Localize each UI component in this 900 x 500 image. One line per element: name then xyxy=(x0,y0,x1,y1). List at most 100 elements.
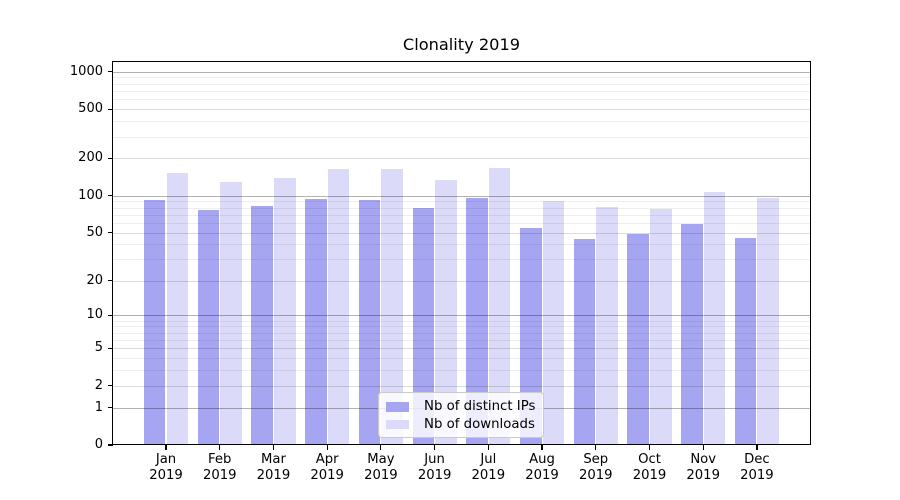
x-tick-year: 2019 xyxy=(525,467,559,483)
bar-downloads xyxy=(649,208,672,444)
x-tick-year: 2019 xyxy=(740,467,774,483)
y-tick-mark xyxy=(108,157,113,160)
x-tick-month: Jun xyxy=(424,452,445,467)
y-tick-label: 100 xyxy=(78,187,103,203)
x-tick-month: Mar xyxy=(260,452,286,467)
y-tick-mark xyxy=(108,279,113,282)
gridline-minor xyxy=(113,214,810,216)
gridline-labeled xyxy=(113,385,810,387)
bar-downloads xyxy=(273,177,296,444)
gridline-minor xyxy=(113,201,810,203)
y-tick-mark xyxy=(108,108,113,110)
bar-distinct-ips xyxy=(143,199,166,444)
chart-title: Clonality 2019 xyxy=(402,35,521,54)
gridline-minor xyxy=(113,207,810,209)
x-tick-year: 2019 xyxy=(310,467,344,483)
x-tick-label: Jun 2019 xyxy=(403,452,467,483)
gridline-minor xyxy=(113,244,810,246)
bar-distinct-ips xyxy=(734,238,757,444)
bar-downloads xyxy=(703,192,726,444)
gridline-major xyxy=(113,195,810,197)
gridline-minor xyxy=(113,370,810,372)
bar-distinct-ips xyxy=(251,206,273,444)
bar-distinct-ips xyxy=(466,197,488,444)
y-tick-label: 10 xyxy=(86,307,103,323)
x-tick-year: 2019 xyxy=(632,467,667,483)
x-tick-year: 2019 xyxy=(471,467,506,483)
y-tick-mark xyxy=(108,385,113,387)
gridline-minor xyxy=(113,77,810,79)
bar-distinct-ips xyxy=(681,223,703,444)
bar-distinct-ips xyxy=(412,207,435,444)
gridline-major xyxy=(113,71,810,73)
x-tick-label: Dec 2019 xyxy=(725,452,789,483)
y-tick-mark xyxy=(108,71,113,73)
x-tick-label: Jul 2019 xyxy=(456,452,520,483)
y-tick-label: 20 xyxy=(86,272,103,288)
y-tick-mark xyxy=(108,314,113,317)
gridline-minor xyxy=(113,339,810,341)
x-tick-year: 2019 xyxy=(578,467,613,483)
legend-swatch-downloads xyxy=(386,419,409,429)
x-tick-label: Jan 2019 xyxy=(134,452,198,483)
legend-entry-downloads: Nb of downloads xyxy=(386,416,543,434)
legend-entry-distinct-ips: Nb of distinct IPs xyxy=(386,398,543,416)
x-tick-mark xyxy=(272,445,275,450)
bar-downloads xyxy=(488,167,511,444)
y-tick-label: 50 xyxy=(86,224,103,240)
y-tick-label: 0 xyxy=(94,437,103,452)
x-tick-month: Sep xyxy=(583,452,609,467)
x-tick-mark xyxy=(380,445,382,450)
bar-distinct-ips xyxy=(305,198,327,444)
x-tick-year: 2019 xyxy=(202,467,237,483)
bar-downloads xyxy=(327,169,350,444)
x-tick-month: Jan xyxy=(155,452,177,467)
bar-downloads xyxy=(220,182,242,444)
y-tick-label: 5 xyxy=(94,340,103,356)
x-tick-month: Apr xyxy=(315,452,339,467)
legend-label-distinct-ips: Nb of distinct IPs xyxy=(424,399,536,415)
x-tick-mark xyxy=(595,445,597,450)
x-tick-mark xyxy=(702,445,704,450)
gridline-minor xyxy=(113,259,810,261)
x-tick-month: Feb xyxy=(208,452,232,467)
bar-distinct-ips xyxy=(573,239,596,444)
x-tick-month: May xyxy=(367,452,395,467)
x-tick-month: Nov xyxy=(690,452,717,467)
x-tick-month: Oct xyxy=(638,452,661,467)
gridline-minor xyxy=(113,326,810,328)
x-tick-label: Oct 2019 xyxy=(617,452,681,483)
x-tick-label: Aug 2019 xyxy=(510,452,574,483)
gridline-minor xyxy=(113,83,810,85)
y-tick-label: 2 xyxy=(94,377,103,393)
x-tick-year: 2019 xyxy=(417,467,452,483)
gridline-minor xyxy=(113,90,810,92)
gridline-minor xyxy=(113,121,810,123)
x-tick-year: 2019 xyxy=(149,467,183,483)
x-tick-label: May 2019 xyxy=(349,452,413,483)
x-tick-label: Apr 2019 xyxy=(295,452,359,483)
gridline-labeled xyxy=(113,109,810,111)
x-tick-month: Aug xyxy=(529,452,555,467)
bar-distinct-ips xyxy=(627,233,649,444)
x-tick-mark xyxy=(648,445,651,450)
bar-distinct-ips xyxy=(358,200,381,444)
gridline-labeled xyxy=(113,348,810,350)
x-tick-label: Mar 2019 xyxy=(241,452,305,483)
x-tick-year: 2019 xyxy=(364,467,398,483)
gridline-minor xyxy=(113,332,810,334)
gridline-major xyxy=(113,315,810,317)
y-tick-label: 1000 xyxy=(69,63,103,79)
legend-label-downloads: Nb of downloads xyxy=(424,416,535,432)
bar-downloads xyxy=(166,173,189,444)
y-tick-label: 200 xyxy=(78,150,103,166)
x-tick-label: Feb 2019 xyxy=(188,452,252,483)
x-tick-year: 2019 xyxy=(686,467,720,483)
y-tick-mark xyxy=(108,195,113,197)
gridline-labeled xyxy=(113,280,810,282)
bar-distinct-ips xyxy=(519,227,542,444)
x-tick-mark xyxy=(756,445,758,450)
gridline-minor xyxy=(113,136,810,138)
bar-downloads xyxy=(596,206,618,444)
